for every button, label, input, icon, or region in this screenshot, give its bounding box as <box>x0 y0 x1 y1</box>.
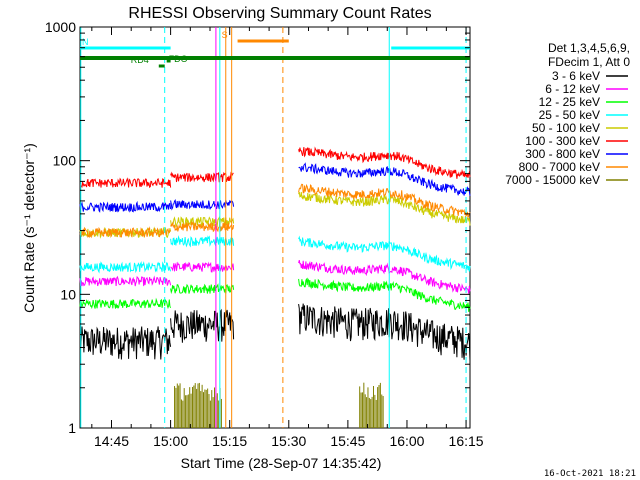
legend-label: 100 - 300 keV <box>525 134 600 148</box>
x-tick-label: 15:00 <box>153 433 188 449</box>
plot-border <box>79 26 471 429</box>
x-tick-label: 16:15 <box>449 433 484 449</box>
legend-label: 25 - 50 keV <box>539 108 600 122</box>
legend-label: 800 - 7000 keV <box>519 160 600 174</box>
x-tick-label: 15:45 <box>330 433 365 449</box>
flag-label-s: S <box>222 30 228 40</box>
series-3-6-kev <box>79 303 471 361</box>
legend-label: 50 - 100 keV <box>532 121 600 135</box>
legend-label: 7000 - 15000 keV <box>505 173 600 187</box>
legend-label: 3 - 6 keV <box>552 69 600 83</box>
series-25-50-kev <box>79 235 471 274</box>
flag-label-rd4: RD4 <box>131 55 149 65</box>
y-tick-label: 1000 <box>45 19 76 35</box>
x-axis-label: Start Time (28-Sep-07 14:35:42) <box>181 455 382 471</box>
y-axis-label: Count Rate (s⁻¹ detector⁻¹) <box>21 143 37 313</box>
flag-label-n: N <box>82 37 89 47</box>
legend-label: 12 - 25 keV <box>539 95 600 109</box>
y-tick-label: 10 <box>60 286 76 302</box>
flag-label-fdo: FDO <box>169 54 188 64</box>
footer-date: 16-Oct-2021 18:21 <box>544 469 636 479</box>
series-12-25-kev <box>79 277 471 312</box>
x-tick-label: 15:15 <box>212 433 247 449</box>
series-800-7000-kev <box>79 183 471 239</box>
chart-title: RHESSI Observing Summary Count Rates <box>128 5 431 22</box>
legend-label: 300 - 800 keV <box>525 147 600 161</box>
x-tick-label: 16:00 <box>389 433 424 449</box>
legend-header-line: Det 1,3,4,5,6,9, <box>548 41 630 55</box>
series-100-300-kev <box>79 146 471 189</box>
legend-label: 6 - 12 keV <box>545 82 600 96</box>
legend-header-line: FDecim 1, Att 0 <box>548 55 630 69</box>
y-tick-label: 1 <box>68 420 76 436</box>
plot-content: N S RD4 FDO <box>79 27 471 428</box>
axis-ticks: 1 10 100 1000 14:45 15:00 15:15 15:30 15:45 16:00… <box>45 19 484 449</box>
x-tick-label: 14:45 <box>94 433 129 449</box>
x-tick-label: 15:30 <box>271 433 306 449</box>
series-6-12-kev <box>79 259 471 294</box>
plot-frame <box>79 26 471 429</box>
series-300-800-kev <box>79 162 471 213</box>
y-tick-label: 100 <box>53 153 77 169</box>
legend: Det 1,3,4,5,6,9,FDecim 1, Att 03 - 6 keV… <box>505 41 630 187</box>
